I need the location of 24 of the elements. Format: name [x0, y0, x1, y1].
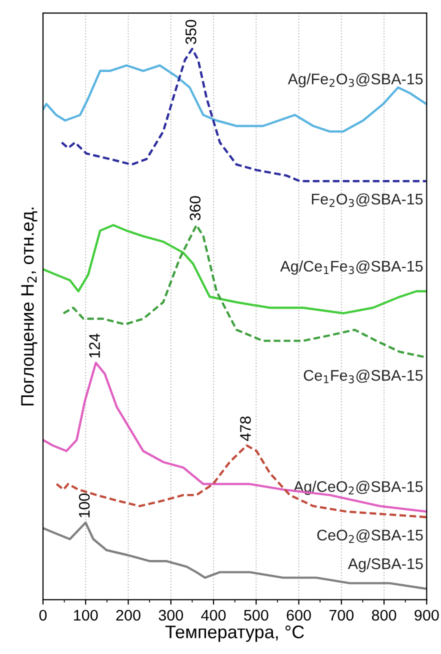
- annotation: 360: [190, 196, 201, 220]
- annotation: 100: [78, 494, 90, 518]
- series-label: CeO$_{2}$@SBA-15: [317, 529, 423, 543]
- annotation: 478: [240, 416, 251, 441]
- x-tick-label: 700: [329, 610, 354, 621]
- x-tick-label: 200: [116, 610, 140, 621]
- annotation: 124: [89, 334, 100, 358]
- x-tick-label: 800: [372, 610, 396, 621]
- annotation: 350: [185, 20, 196, 44]
- x-tick-label: 300: [158, 610, 184, 621]
- x-tick-label: 0: [39, 610, 47, 621]
- series-label: Ag/SBA-15: [348, 558, 423, 572]
- x-tick-label: 100: [74, 610, 98, 621]
- series-label: Ag/Fe$_{2}$O$_{3}$@SBA-15: [288, 73, 423, 88]
- x-tick-label: 900: [414, 610, 439, 621]
- series-label: Ag/CeO$_{2}$@SBA-15: [293, 480, 423, 496]
- x-tick-label: 600: [286, 610, 311, 621]
- x-axis-title: Температура, °C: [165, 626, 304, 642]
- y-axis-title: Поглощение H$_{2}$, отн.ед.: [21, 208, 38, 406]
- x-tick-label: 500: [244, 610, 268, 621]
- x-tick-label: 400: [201, 610, 226, 621]
- series-label: Ag/Ce$_{1}$Fe$_{3}$@SBA-15: [280, 260, 423, 275]
- series-label: Fe$_{2}$O$_{3}$@SBA-15: [312, 193, 423, 208]
- series-label: Ce$_{1}$Fe$_{3}$@SBA-15: [304, 370, 423, 384]
